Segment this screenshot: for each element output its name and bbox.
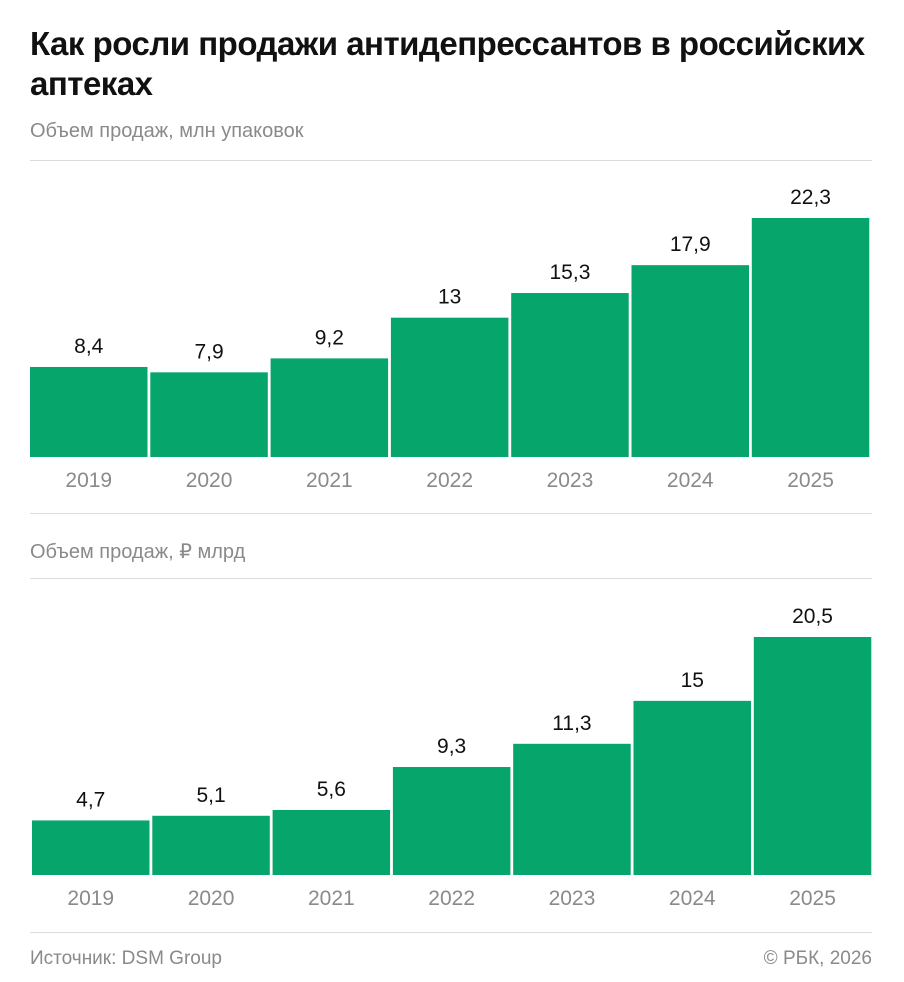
bar-2023 (513, 743, 631, 875)
chart-1-subtitle: Объем продаж, млн упаковок (30, 120, 304, 142)
bar-2022 (392, 767, 511, 875)
x-tick-label: 2021 (308, 887, 355, 910)
x-tick-label: 2023 (547, 469, 594, 492)
x-tick-label: 2025 (789, 887, 836, 910)
data-label: 9,3 (437, 735, 466, 758)
x-tick-label: 2020 (186, 469, 233, 492)
x-tick-label: 2020 (188, 887, 235, 910)
divider (30, 578, 872, 579)
data-label: 5,1 (196, 784, 225, 807)
copyright: © РБК, 2026 (763, 948, 872, 969)
data-label: 11,3 (552, 712, 591, 735)
bar-2020 (150, 372, 268, 457)
bar-2024 (633, 700, 751, 875)
x-tick-label: 2019 (65, 469, 112, 492)
x-tick-label: 2021 (306, 469, 353, 492)
data-label: 7,9 (194, 340, 223, 363)
data-label: 15 (681, 669, 704, 692)
bar-2020 (152, 815, 270, 875)
x-tick-label: 2019 (67, 887, 114, 910)
x-tick-label: 2025 (787, 469, 834, 492)
data-label: 22,3 (790, 186, 831, 209)
x-tick-label: 2022 (426, 469, 473, 492)
divider (30, 932, 872, 933)
bar-2019 (32, 820, 150, 875)
x-tick-label: 2023 (549, 887, 596, 910)
bar-2024 (631, 265, 749, 457)
data-label: 17,9 (670, 233, 711, 256)
bar-2025 (753, 637, 872, 875)
divider (30, 513, 872, 514)
chart-2-subtitle: Объем продаж, ₽ млрд (30, 541, 246, 563)
data-label: 20,5 (792, 605, 833, 628)
x-tick-label: 2022 (428, 887, 475, 910)
bar-2019 (30, 366, 148, 457)
bar-2022 (390, 317, 509, 457)
x-tick-label: 2024 (669, 887, 716, 910)
data-label: 13 (438, 286, 461, 309)
data-label: 4,7 (76, 788, 105, 811)
source-note: Источник: DSM Group (30, 948, 222, 969)
data-label: 15,3 (550, 261, 591, 284)
data-label: 8,4 (74, 335, 104, 358)
bar-2021 (272, 809, 391, 875)
divider (30, 160, 872, 161)
chart-title: Как росли продажи антидепрессантов в рос… (30, 25, 865, 102)
data-label: 9,2 (315, 326, 344, 349)
bar-2021 (270, 358, 389, 457)
data-label: 5,6 (317, 778, 346, 801)
bar-2025 (751, 218, 870, 457)
bar-2023 (511, 293, 629, 457)
x-tick-label: 2024 (667, 469, 714, 492)
